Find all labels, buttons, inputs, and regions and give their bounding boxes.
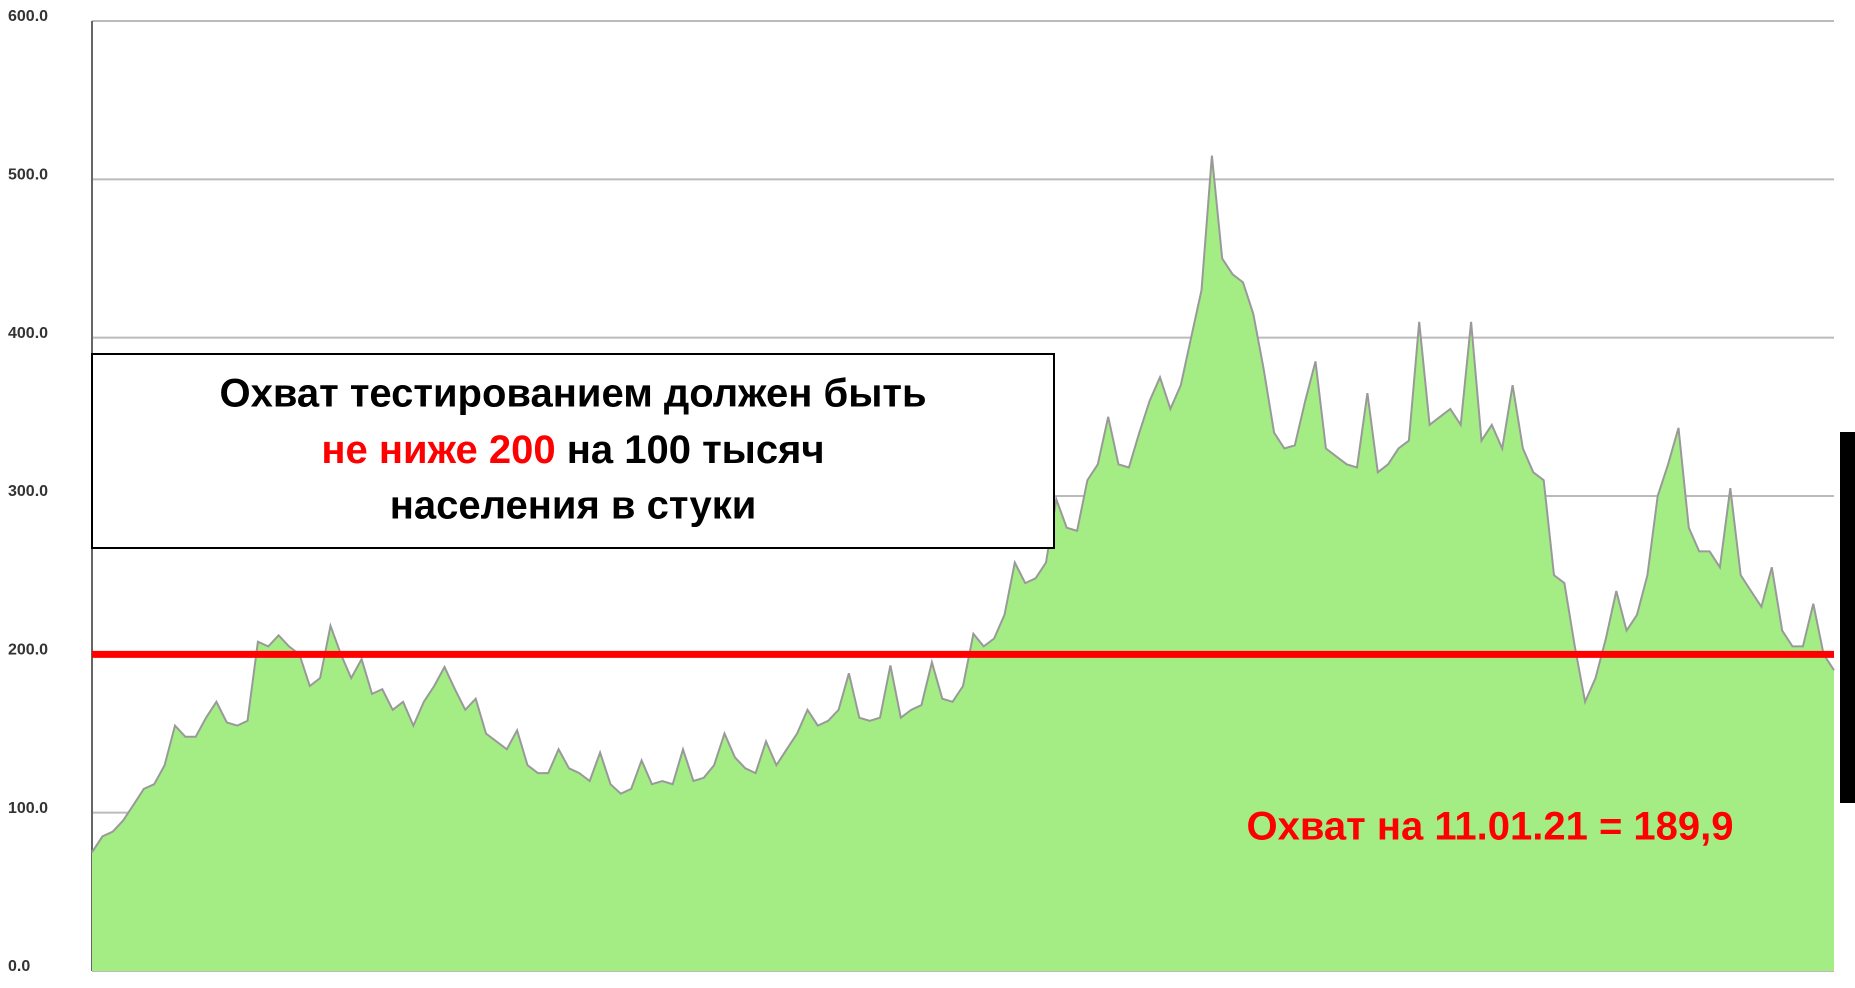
annotation-note: Охват на 11.01.21 = 189,9 [1246, 805, 1733, 849]
y-tick-label: 100.0 [8, 800, 48, 817]
y-tick-label: 500.0 [8, 167, 48, 184]
y-tick-label: 0.0 [8, 958, 30, 975]
area-line [91, 155, 1835, 853]
area [92, 155, 1834, 972]
annotation-text: Охват тестированием должен быть [219, 372, 926, 416]
y-tick-label: 600.0 [8, 8, 48, 25]
y-tick-label: 300.0 [8, 483, 48, 500]
scroll-bar [1840, 432, 1855, 803]
annotation-text: не ниже 200 на 100 тысяч [321, 428, 824, 472]
y-tick-label: 200.0 [8, 642, 48, 659]
annotation-text-red: не ниже 200 [321, 428, 555, 472]
annotation-text: на 100 тысяч [556, 428, 825, 472]
y-tick-label: 400.0 [8, 325, 48, 342]
annotation-box [91, 353, 1055, 549]
annotation-text: населения в стуки [390, 484, 757, 528]
